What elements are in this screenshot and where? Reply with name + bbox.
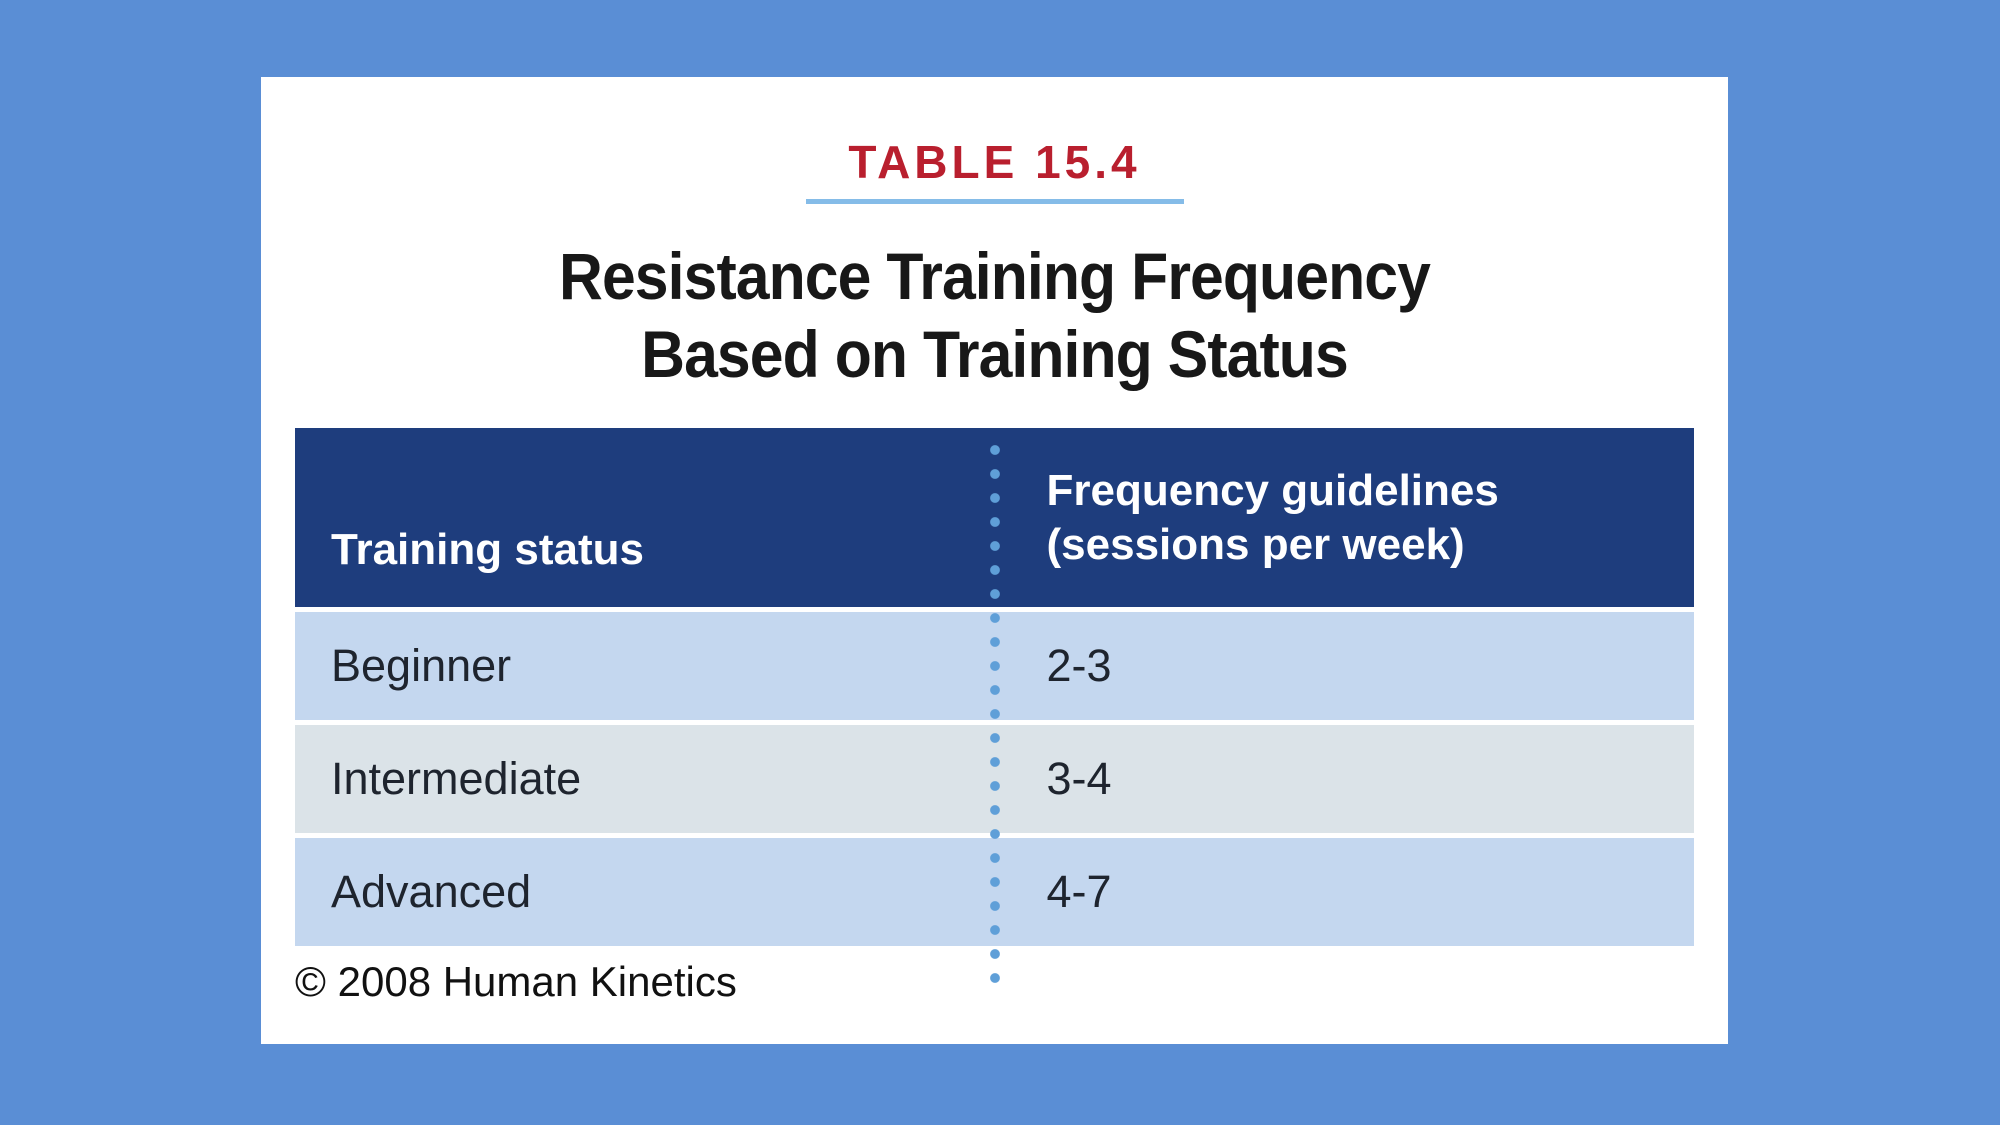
figure-title-line2: Based on Training Status xyxy=(641,316,1349,391)
table-row: Intermediate 3-4 xyxy=(295,725,1694,833)
column-header-training-status: Training status xyxy=(295,428,995,607)
table-number-label: TABLE 15.4 xyxy=(848,136,1141,188)
column-header-training-status-label: Training status xyxy=(331,525,644,575)
status-cell: Intermediate xyxy=(331,753,582,804)
table-row: Beginner 2-3 xyxy=(295,612,1694,720)
table-label-underline xyxy=(805,199,1184,204)
figure-title: Resistance Training Frequency Based on T… xyxy=(320,238,1670,394)
figure-card: TABLE 15.4 Resistance Training Frequency… xyxy=(261,77,1728,1044)
column-header-frequency: Frequency guidelines (sessions per week) xyxy=(995,428,1695,607)
frequency-cell: 4-7 xyxy=(1046,866,1112,917)
figure-title-line1: Resistance Training Frequency xyxy=(559,239,1431,313)
copyright-text: © 2008 Human Kinetics xyxy=(295,958,737,1005)
column-header-frequency-line2: (sessions per week) xyxy=(1046,519,1465,569)
table-header-row: Training status Frequency guidelines (se… xyxy=(295,428,1694,607)
table-row: Advanced 4-7 xyxy=(295,838,1694,946)
frequency-cell: 3-4 xyxy=(1046,753,1112,804)
status-cell: Advanced xyxy=(331,866,532,917)
status-cell: Beginner xyxy=(331,640,512,691)
data-table: Training status Frequency guidelines (se… xyxy=(295,428,1694,984)
column-header-frequency-line1: Frequency guidelines xyxy=(1046,465,1499,515)
frequency-cell: 2-3 xyxy=(1046,640,1112,691)
